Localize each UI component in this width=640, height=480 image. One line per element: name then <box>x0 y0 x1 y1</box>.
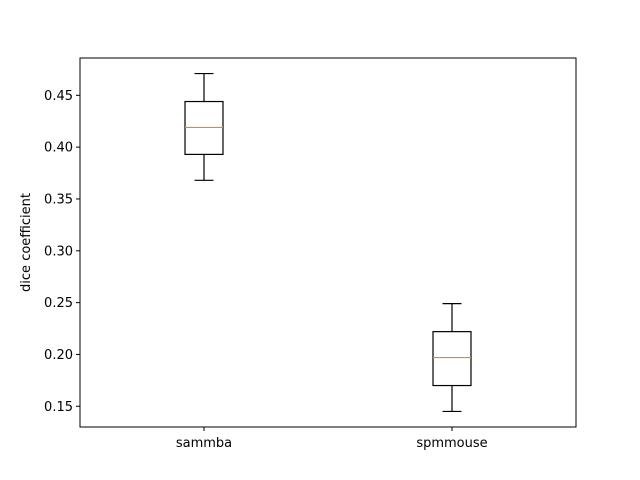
axes-frame <box>79 57 577 428</box>
y-tick-label: 0.25 <box>44 296 73 311</box>
box-sammba <box>184 72 224 181</box>
box-iqr <box>432 331 472 387</box>
plot-area <box>184 72 472 413</box>
y-tick-label: 0.15 <box>44 400 73 415</box>
y-tick-label: 0.20 <box>44 348 73 363</box>
box-spmmouse <box>432 303 472 413</box>
y-tick-label: 0.45 <box>44 89 73 104</box>
x-tick-label: sammba <box>176 436 232 451</box>
x-tick-label: spmmouse <box>416 436 487 451</box>
y-tick-label: 0.35 <box>44 192 73 207</box>
y-axis-label: dice coefficient <box>19 193 34 292</box>
y-tick-label: 0.30 <box>44 244 73 259</box>
y-tick-label: 0.40 <box>44 141 73 156</box>
axes: 0.15 0.20 0.25 0.30 0.35 0.40 0.45 sammba spmmou… <box>44 57 577 451</box>
